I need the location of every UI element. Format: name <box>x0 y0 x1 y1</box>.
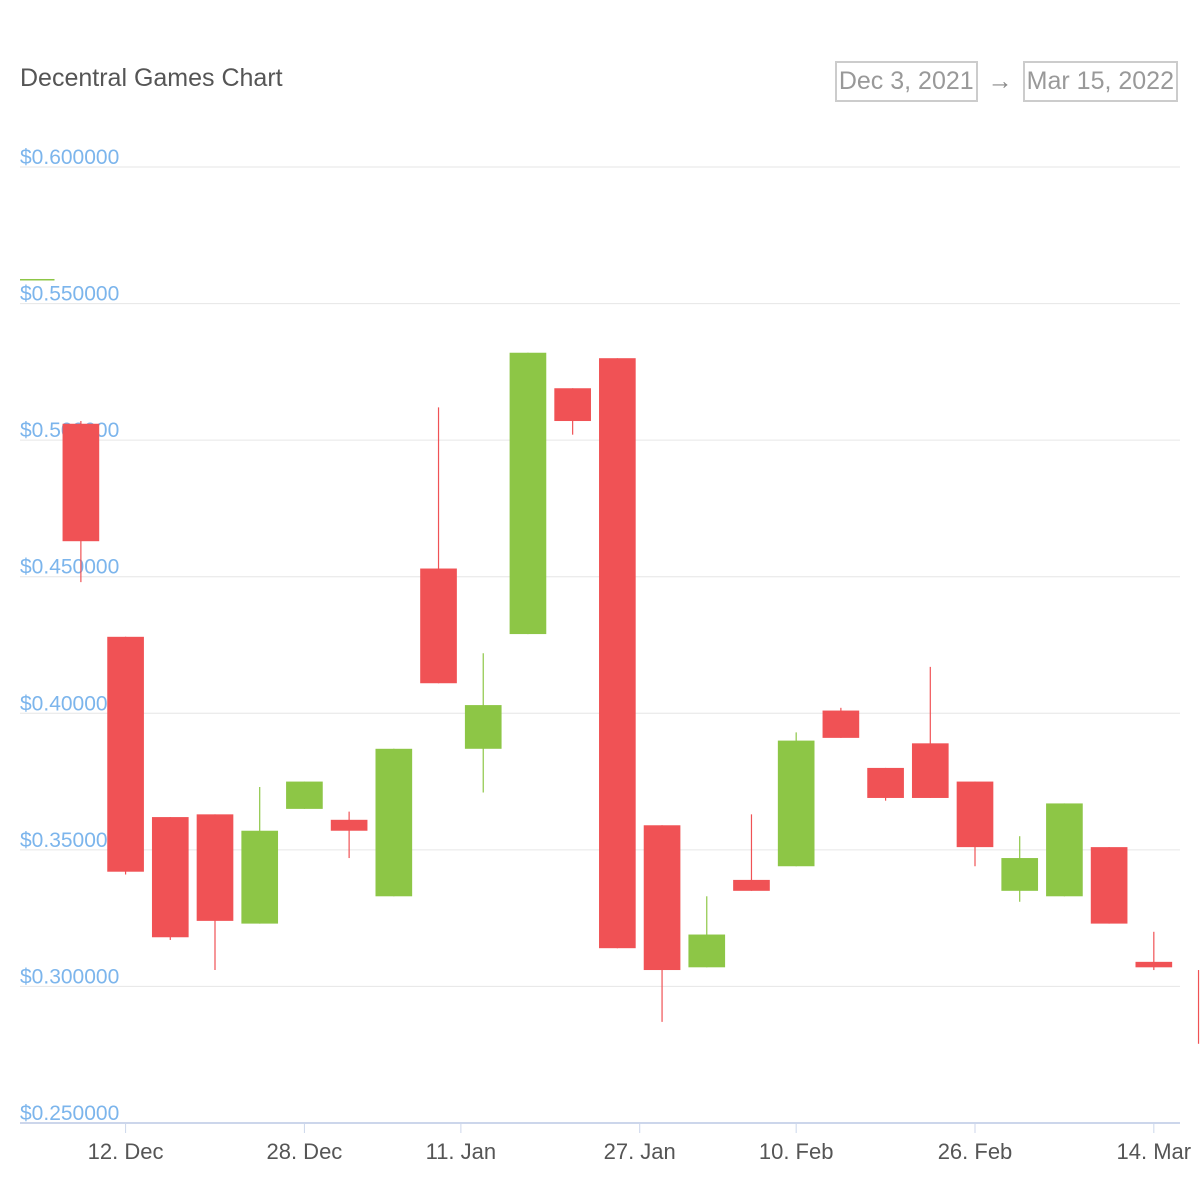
candle-body <box>867 767 904 798</box>
candle[interactable] <box>286 781 323 809</box>
candle-body <box>554 388 591 422</box>
y-tick-label: $0.600000 <box>20 146 119 169</box>
candle[interactable] <box>822 707 860 738</box>
candle-body <box>777 740 815 867</box>
candle[interactable] <box>62 421 100 583</box>
candle-body <box>62 423 100 542</box>
x-tick-label: 12. Dec <box>88 1139 164 1164</box>
x-tick-label: 14. Mar <box>1117 1139 1192 1164</box>
candle-body <box>1046 803 1083 897</box>
candle[interactable] <box>241 787 279 924</box>
x-tick-label: 27. Jan <box>604 1139 676 1164</box>
candle-body <box>822 710 860 738</box>
y-tick-label: $0.400000 <box>20 692 119 715</box>
candle-body <box>733 879 770 891</box>
candle[interactable] <box>1090 847 1128 924</box>
range-arrow-icon: → <box>987 67 1013 95</box>
y-tick-label: $0.550000 <box>20 283 119 306</box>
x-axis: 12. Dec 28. Dec 11. Jan 27. Jan 10. Feb 26. F… <box>20 1122 1192 1164</box>
y-axis: $0.600000$0.550000$0.500000$0.450000$0.4… <box>20 146 119 1125</box>
candle-body <box>241 830 279 924</box>
candle-body <box>911 743 949 798</box>
date-range-selector: Dec 3, 2021 → Mar 15, 2022 <box>834 61 1178 102</box>
candle[interactable] <box>599 358 636 949</box>
candle[interactable] <box>911 666 949 798</box>
y-tick-label: $0.350000 <box>20 829 119 852</box>
x-tick-label: 26. Feb <box>938 1139 1013 1164</box>
candle-body <box>1001 858 1039 891</box>
candle[interactable] <box>777 732 815 867</box>
candle[interactable] <box>107 636 144 875</box>
candle[interactable] <box>330 811 368 859</box>
candle-body <box>375 748 413 897</box>
candle[interactable] <box>688 896 726 968</box>
candle[interactable] <box>733 814 770 891</box>
candle-body <box>151 817 189 938</box>
candle-body <box>1135 961 1173 968</box>
candle[interactable] <box>643 825 681 1022</box>
candle[interactable] <box>420 407 457 684</box>
y-tick-label: $0.250000 <box>20 1102 119 1125</box>
candle-body <box>1090 847 1128 924</box>
candle[interactable] <box>509 352 547 635</box>
candle-body <box>643 825 681 971</box>
chart-title: Decentral Games Chart <box>20 64 283 92</box>
candle[interactable] <box>867 767 904 801</box>
candle-body <box>107 636 144 872</box>
candle-body <box>599 358 636 949</box>
candle-body <box>956 781 994 848</box>
x-tick-label: 11. Jan <box>426 1139 497 1164</box>
x-tick-label: 28. Dec <box>266 1139 342 1164</box>
range-from-input[interactable]: Dec 3, 2021 <box>834 61 978 102</box>
candle[interactable] <box>464 653 502 793</box>
y-tick-label: $0.450000 <box>20 556 119 579</box>
candle[interactable] <box>1001 836 1039 902</box>
range-to-input[interactable]: Mar 15, 2022 <box>1022 61 1178 102</box>
candle-body <box>509 352 547 635</box>
candle[interactable] <box>375 748 413 897</box>
y-tick-label: $0.300000 <box>20 965 119 988</box>
x-tick-label: 10. Feb <box>759 1139 834 1164</box>
candle[interactable] <box>1135 931 1173 971</box>
candle[interactable] <box>554 388 591 435</box>
candle[interactable] <box>956 781 994 867</box>
candle[interactable] <box>20 278 55 281</box>
candle-body <box>286 781 323 809</box>
candle-body <box>688 934 726 968</box>
candle-body <box>330 819 368 831</box>
candle-body <box>196 814 234 921</box>
candle-body <box>420 568 457 684</box>
candle[interactable] <box>196 814 234 971</box>
candle-body <box>464 705 502 749</box>
candle[interactable] <box>151 817 189 940</box>
candle-body <box>20 278 55 281</box>
candles <box>20 278 1200 1044</box>
candle[interactable] <box>1046 803 1083 897</box>
